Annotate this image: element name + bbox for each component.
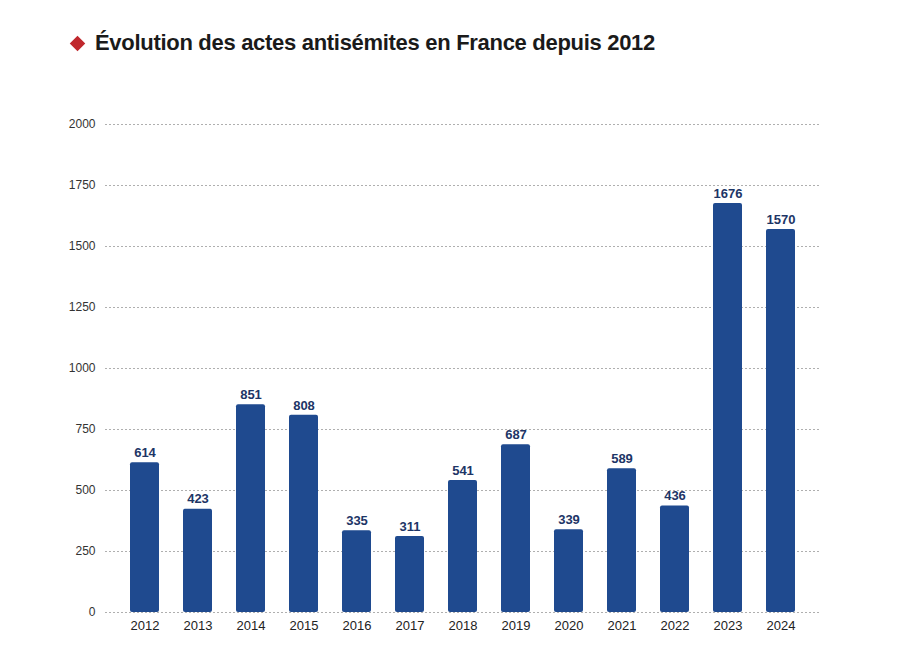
svg-text:339: 339 (558, 512, 580, 527)
svg-text:589: 589 (611, 451, 633, 466)
html-text:Évolution des actes antisémite: Évolution des actes antisémites en Franc… (95, 30, 655, 55)
svg-text:1500: 1500 (69, 239, 96, 253)
svg-text:423: 423 (187, 491, 209, 506)
svg-text:687: 687 (505, 427, 527, 442)
svg-text:2022: 2022 (661, 618, 690, 633)
svg-text:808: 808 (293, 398, 315, 413)
svg-text:335: 335 (346, 513, 368, 528)
svg-text:500: 500 (75, 483, 95, 497)
svg-text:1000: 1000 (69, 361, 96, 375)
svg-text:0: 0 (89, 605, 96, 619)
svg-text:1676: 1676 (714, 186, 743, 201)
svg-text:2021: 2021 (608, 618, 637, 633)
svg-text:614: 614 (134, 445, 156, 460)
svg-text:311: 311 (400, 519, 421, 534)
svg-text:2018: 2018 (449, 618, 478, 633)
svg-text:2014: 2014 (237, 618, 266, 633)
svg-text:2020: 2020 (555, 618, 584, 633)
svg-text:1570: 1570 (767, 212, 796, 227)
svg-text:250: 250 (75, 544, 95, 558)
svg-text:2024: 2024 (767, 618, 796, 633)
svg-text:2013: 2013 (184, 618, 213, 633)
svg-text:750: 750 (75, 422, 95, 436)
svg-text:541: 541 (452, 463, 474, 478)
svg-text:2023: 2023 (714, 618, 743, 633)
svg-text:2015: 2015 (290, 618, 319, 633)
svg-text:2012: 2012 (131, 618, 160, 633)
svg-text:2017: 2017 (396, 618, 425, 633)
svg-text:1250: 1250 (69, 300, 96, 314)
svg-text:851: 851 (240, 387, 262, 402)
svg-text:2016: 2016 (343, 618, 372, 633)
svg-text:2000: 2000 (69, 117, 96, 131)
svg-text:1750: 1750 (69, 178, 96, 192)
svg-text:2019: 2019 (502, 618, 531, 633)
svg-text:436: 436 (664, 488, 686, 503)
